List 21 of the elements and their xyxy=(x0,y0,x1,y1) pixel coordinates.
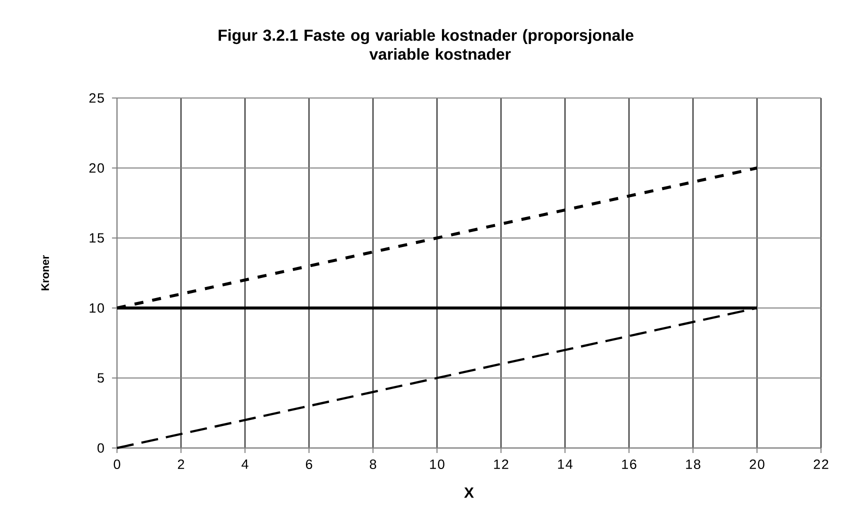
y-tick-label: 5 xyxy=(98,373,104,383)
x-tick-label: 2 xyxy=(178,460,184,469)
x-axis-title: X xyxy=(464,488,474,498)
x-tick-label: 6 xyxy=(306,460,312,470)
x-tick-label: 22 xyxy=(814,460,828,469)
y-tick-label: 20 xyxy=(89,163,104,173)
x-tick-label: 0 xyxy=(114,460,120,470)
y-tick-label: 0 xyxy=(98,443,104,453)
y-axis-title: Kroner xyxy=(41,255,50,290)
chart-title: Figur 3.2.1 Faste og variable kostnader (proporsjonale variable kostnader xyxy=(218,29,634,60)
x-tick-label: 10 xyxy=(430,460,444,470)
x-tick-label: 14 xyxy=(558,460,572,469)
x-tick-label: 20 xyxy=(750,460,764,470)
x-tick-label: 12 xyxy=(494,460,508,469)
y-tick-label: 25 xyxy=(89,93,104,103)
y-tick-label: 15 xyxy=(90,233,104,243)
y-tick-label: 10 xyxy=(90,303,104,313)
x-tick-label: 18 xyxy=(686,460,700,470)
x-tick-label: 8 xyxy=(370,460,376,470)
x-tick-label: 16 xyxy=(622,460,636,470)
x-tick-label: 4 xyxy=(242,460,248,469)
